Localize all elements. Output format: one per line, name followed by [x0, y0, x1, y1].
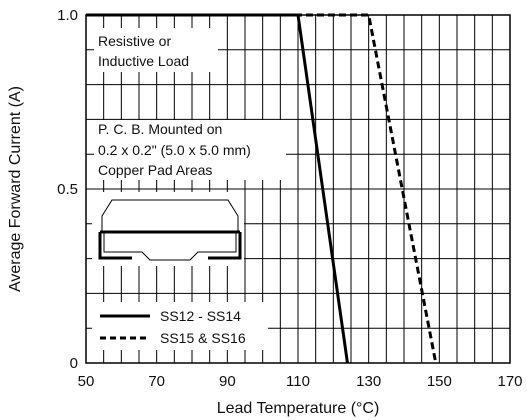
- tick-labels: 50 70 90 110 130 150 170 0 0.5 1.0: [57, 7, 522, 390]
- package-lead-left: [98, 232, 132, 260]
- legend-box: [92, 302, 268, 350]
- y-tick-label: 1.0: [57, 7, 78, 24]
- package-lower-outline: [103, 232, 237, 261]
- package-lead-right: [208, 232, 242, 260]
- load-note-line-2: Inductive Load: [98, 53, 189, 69]
- mounting-note-line-3: Copper Pad Areas: [98, 162, 212, 178]
- plot-frame: [85, 14, 511, 364]
- package-drawing: [98, 199, 242, 261]
- mounting-note-line-1: P. C. B. Mounted on: [98, 121, 222, 137]
- x-tick-label: 170: [497, 373, 522, 390]
- load-note-line-1: Resistive or: [98, 33, 171, 49]
- y-tick-label: 0.5: [57, 181, 78, 198]
- grid-lines: [86, 15, 510, 363]
- package-drawing-box: [92, 192, 244, 266]
- mounting-note-line-2: 0.2 x 0.2" (5.0 x 5.0 mm): [98, 142, 251, 158]
- y-tick-label: 0: [70, 355, 78, 372]
- load-note-box: [94, 28, 218, 72]
- y-axis-title: Average Forward Current (A): [7, 86, 24, 292]
- x-tick-label: 130: [356, 373, 381, 390]
- x-tick-label: 110: [286, 373, 310, 390]
- x-tick-label: 70: [148, 373, 165, 390]
- x-tick-label: 50: [78, 373, 95, 390]
- mounting-note-box: [94, 120, 286, 180]
- x-tick-label: 150: [427, 373, 452, 390]
- legend-label-ss15-ss16: SS15 & SS16: [160, 330, 246, 346]
- legend-label-ss12-ss14: SS12 - SS14: [160, 308, 241, 324]
- x-tick-label: 90: [219, 373, 236, 390]
- x-axis-title: Lead Temperature (°C): [217, 400, 380, 417]
